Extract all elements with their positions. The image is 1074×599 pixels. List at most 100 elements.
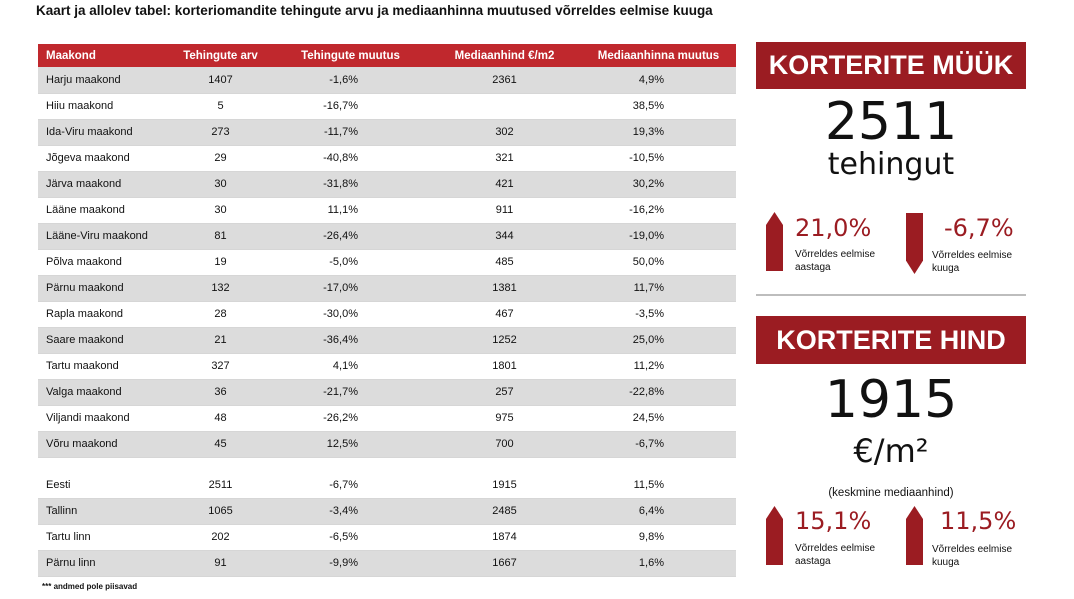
- cell-county: Võru maakond: [38, 431, 168, 458]
- cell-median-price-change: -3,5%: [581, 301, 736, 328]
- table-row: Pärnu maakond 132 -17,0% 1381 11,7%: [38, 275, 736, 302]
- cell-transaction-change: -31,8%: [273, 171, 428, 198]
- cell-median-price: 975: [428, 405, 581, 432]
- cell-median-price: 485: [428, 249, 581, 276]
- cell-county: Pärnu maakond: [38, 275, 168, 302]
- arrow-up-icon: [766, 212, 783, 271]
- cell-transaction-count: 273: [168, 119, 273, 146]
- cell-median-price: 1874: [428, 524, 581, 551]
- cell-median-price-change: -22,8%: [581, 379, 736, 406]
- cell-median-price: 1381: [428, 275, 581, 302]
- cell-county: Tallinn: [38, 498, 168, 525]
- cell-median-price: 467: [428, 301, 581, 328]
- sales-mom-caption: Võrreldes eelmise kuuga: [932, 249, 1012, 275]
- cell-transaction-change: -5,0%: [273, 249, 428, 276]
- arrow-up-icon: [906, 506, 923, 565]
- cell-transaction-change: 11,1%: [273, 197, 428, 224]
- table-spacer-row: [38, 457, 736, 472]
- cell-median-price-change: -16,2%: [581, 197, 736, 224]
- table-row: Põlva maakond 19 -5,0% 485 50,0%: [38, 249, 736, 276]
- cell-county: Valga maakond: [38, 379, 168, 406]
- cell-median-price: 321: [428, 145, 581, 172]
- price-yoy-value: 15,1%: [795, 507, 872, 535]
- cell-transaction-count: 327: [168, 353, 273, 380]
- sales-mom-value: -6,7%: [944, 214, 1014, 242]
- cell-county: Tartu linn: [38, 524, 168, 551]
- cell-transaction-count: 5: [168, 93, 273, 120]
- cell-transaction-count: 2511: [168, 472, 273, 499]
- cell-county: Tartu maakond: [38, 353, 168, 380]
- cell-median-price-change: 4,9%: [581, 67, 736, 94]
- cell-transaction-count: 19: [168, 249, 273, 276]
- cell-median-price: 257: [428, 379, 581, 406]
- sales-total-number: 2511: [824, 92, 958, 152]
- cell-transaction-change: -36,4%: [273, 327, 428, 354]
- sales-unit: tehingut: [827, 147, 955, 182]
- cell-transaction-count: 202: [168, 524, 273, 551]
- sales-yoy-caption: Võrreldes eelmise aastaga: [795, 248, 875, 274]
- cell-median-price: 2361: [428, 67, 581, 94]
- summary-row: Pärnu linn 91 -9,9% 1667 1,6%: [38, 550, 736, 577]
- cell-transaction-count: 28: [168, 301, 273, 328]
- cell-median-price-change: 30,2%: [581, 171, 736, 198]
- cell-transaction-change: -21,7%: [273, 379, 428, 406]
- table-row: Rapla maakond 28 -30,0% 467 -3,5%: [38, 301, 736, 328]
- arrow-up-icon: [766, 506, 783, 565]
- header-median-price-change: Mediaanhinna muutus: [581, 44, 736, 67]
- footnote: *** andmed pole piisavad: [42, 582, 138, 591]
- cell-median-price: 1252: [428, 327, 581, 354]
- cell-transaction-count: 91: [168, 550, 273, 577]
- price-mom-value: 11,5%: [940, 507, 1017, 535]
- cell-median-price-change: -10,5%: [581, 145, 736, 172]
- sales-yoy-value: 21,0%: [795, 214, 872, 242]
- cell-county: Hiiu maakond: [38, 93, 168, 120]
- table-row: Saare maakond 21 -36,4% 1252 25,0%: [38, 327, 736, 354]
- summary-row: Eesti 2511 -6,7% 1915 11,5%: [38, 472, 736, 499]
- cell-median-price-change: 9,8%: [581, 524, 736, 551]
- cell-median-price: 344: [428, 223, 581, 250]
- cell-median-price-change: -6,7%: [581, 431, 736, 458]
- cell-median-price: 2485: [428, 498, 581, 525]
- cell-median-price-change: 24,5%: [581, 405, 736, 432]
- cell-median-price: 421: [428, 171, 581, 198]
- cell-transaction-count: 30: [168, 197, 273, 224]
- panel-divider: [756, 294, 1026, 296]
- sales-banner: KORTERITE MÜÜK: [756, 42, 1026, 89]
- table-row: Jõgeva maakond 29 -40,8% 321 -10,5%: [38, 145, 736, 172]
- table-row: Võru maakond 45 12,5% 700 -6,7%: [38, 431, 736, 458]
- price-mom-caption: Võrreldes eelmise kuuga: [932, 543, 1012, 569]
- cell-median-price-change: 6,4%: [581, 498, 736, 525]
- price-banner: KORTERITE HIND: [756, 316, 1026, 364]
- cell-median-price-change: 11,5%: [581, 472, 736, 499]
- table-row: Järva maakond 30 -31,8% 421 30,2%: [38, 171, 736, 198]
- cell-median-price: 911: [428, 197, 581, 224]
- table-header-row: Maakond Tehingute arv Tehingute muutus M…: [38, 44, 736, 67]
- cell-county: Lääne-Viru maakond: [38, 223, 168, 250]
- cell-median-price-change: 11,2%: [581, 353, 736, 380]
- cell-county: Harju maakond: [38, 67, 168, 94]
- cell-transaction-count: 48: [168, 405, 273, 432]
- cell-median-price-change: 25,0%: [581, 327, 736, 354]
- price-mom-caption-line2: kuuga: [932, 557, 960, 568]
- cell-transaction-count: 1065: [168, 498, 273, 525]
- cell-transaction-change: -16,7%: [273, 93, 428, 120]
- sales-mom-caption-line2: kuuga: [932, 263, 960, 274]
- table-row: Harju maakond 1407 -1,6% 2361 4,9%: [38, 67, 736, 94]
- cell-county: Pärnu linn: [38, 550, 168, 577]
- cell-transaction-change: -6,5%: [273, 524, 428, 551]
- cell-county: Jõgeva maakond: [38, 145, 168, 172]
- table-row: Lääne-Viru maakond 81 -26,4% 344 -19,0%: [38, 223, 736, 250]
- header-median-price: Mediaanhind €/m2: [428, 44, 581, 67]
- cell-median-price-change: 11,7%: [581, 275, 736, 302]
- cell-median-price: 700: [428, 431, 581, 458]
- price-note: (keskmine mediaanhind): [828, 487, 954, 499]
- cell-transaction-count: 30: [168, 171, 273, 198]
- cell-transaction-count: 21: [168, 327, 273, 354]
- cell-median-price-change: 50,0%: [581, 249, 736, 276]
- cell-county: Järva maakond: [38, 171, 168, 198]
- price-yoy-caption-line1: Võrreldes eelmise: [795, 543, 876, 554]
- cell-median-price: 1915: [428, 472, 581, 499]
- header-transaction-change: Tehingute muutus: [273, 44, 428, 67]
- header-county: Maakond: [38, 44, 168, 67]
- arrow-down-icon: [906, 213, 923, 274]
